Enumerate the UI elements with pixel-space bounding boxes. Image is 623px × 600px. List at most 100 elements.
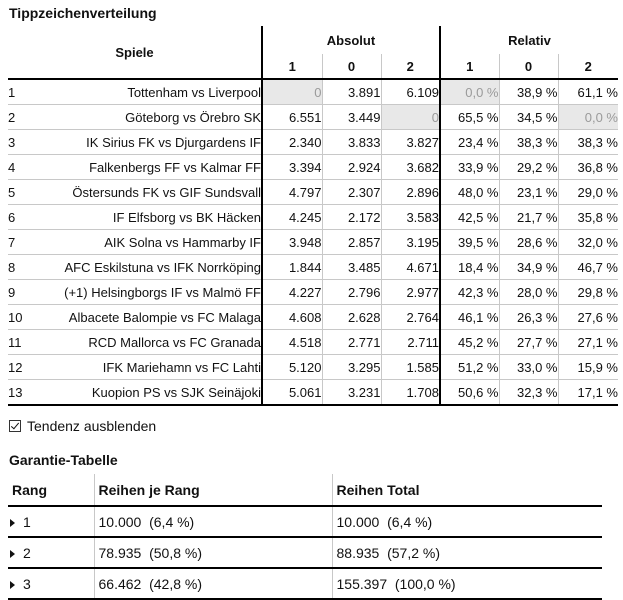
garantie-rank[interactable]: 1 (8, 506, 94, 538)
expand-caret-icon[interactable] (10, 580, 15, 589)
abs-cell: 2.764 (380, 304, 440, 330)
abs-cell: 2.896 (380, 179, 440, 205)
table-row: 9 (+1) Helsingborgs IF vs Malmö FF 4.227 2.… (8, 279, 618, 305)
table-row: 6 IF Elfsborg vs BK Häcken 4.245 2.172 3.583… (8, 204, 618, 230)
row-number: 1 (8, 79, 30, 105)
rel-cell: 27,1 % (557, 329, 618, 355)
row-number: 9 (8, 279, 30, 305)
abs-cell: 6.109 (380, 79, 440, 105)
abs-cell: 2.857 (321, 229, 381, 255)
abs-cell: 3.195 (380, 229, 440, 255)
rel-cell: 29,8 % (557, 279, 618, 305)
abs-cell: 2.172 (321, 204, 381, 230)
rel-cell: 0,0 % (439, 79, 499, 105)
game-name: Tottenham vs Liverpool (30, 79, 262, 105)
game-name: Albacete Balompie vs FC Malaga (30, 304, 262, 330)
rel-cell: 15,9 % (557, 354, 618, 380)
abs-cell: 2.771 (321, 329, 381, 355)
abs-cell: 3.682 (380, 154, 440, 180)
rel-cell: 46,1 % (439, 304, 499, 330)
garantie-header-rang: Rang (8, 474, 94, 507)
garantie-rank-value: 3 (23, 575, 31, 592)
rel-cell: 38,3 % (557, 129, 618, 155)
abs-cell: 6.551 (261, 104, 322, 130)
abs-cell: 4.227 (261, 279, 322, 305)
abs-cell: 3.485 (321, 254, 381, 280)
row-number: 11 (8, 329, 30, 355)
garantie-header-row: Rang Reihen je Rang Reihen Total (8, 474, 602, 507)
garantie-je-rang: 10.000 (6,4 %) (93, 506, 332, 538)
garantie-je-rang: 66.462 (42,8 %) (93, 568, 332, 600)
table-row: 5 Östersunds FK vs GIF Sundsvall 4.797 2.30… (8, 179, 618, 205)
garantie-row[interactable]: 3 66.462 (42,8 %) 155.397 (100,0 %) (8, 568, 602, 600)
row-number: 8 (8, 254, 30, 280)
rel-cell: 45,2 % (439, 329, 499, 355)
tendenz-checkbox[interactable] (9, 420, 21, 432)
row-number: 6 (8, 204, 30, 230)
garantie-header-je-rang: Reihen je Rang (93, 474, 332, 507)
rel-cell: 26,3 % (498, 304, 558, 330)
game-name: Göteborg vs Örebro SK (30, 104, 262, 130)
rel-cell: 33,0 % (498, 354, 558, 380)
abs-cell: 2.924 (321, 154, 381, 180)
abs-cell: 2.796 (321, 279, 381, 305)
game-name: IF Elfsborg vs BK Häcken (30, 204, 262, 230)
rel-cell: 29,0 % (557, 179, 618, 205)
garantie-row[interactable]: 1 10.000 (6,4 %) 10.000 (6,4 %) (8, 506, 602, 538)
abs-cell: 1.844 (261, 254, 322, 280)
abs-cell: 4.671 (380, 254, 440, 280)
rel-cell: 42,3 % (439, 279, 499, 305)
rel-cell: 28,0 % (498, 279, 558, 305)
game-name: Kuopion PS vs SJK Seinäjoki (30, 379, 262, 406)
header-rel-2: 2 (557, 54, 618, 80)
rel-cell: 46,7 % (557, 254, 618, 280)
expand-caret-icon[interactable] (10, 518, 15, 527)
rel-cell: 28,6 % (498, 229, 558, 255)
abs-cell: 4.608 (261, 304, 322, 330)
abs-cell: 1.708 (380, 379, 440, 406)
game-name: AFC Eskilstuna vs IFK Norrköping (30, 254, 262, 280)
table-row: 3 IK Sirius FK vs Djurgardens IF 2.340 3.83… (8, 129, 618, 155)
garantie-row[interactable]: 2 78.935 (50,8 %) 88.935 (57,2 %) (8, 537, 602, 569)
game-name: AIK Solna vs Hammarby IF (30, 229, 262, 255)
abs-cell: 2.711 (380, 329, 440, 355)
header-spiele: Spiele (8, 26, 262, 80)
game-name: IFK Mariehamn vs FC Lahti (30, 354, 262, 380)
game-name: IK Sirius FK vs Djurgardens IF (30, 129, 262, 155)
row-number: 5 (8, 179, 30, 205)
garantie-total: 88.935 (57,2 %) (331, 537, 602, 569)
header-abs-0: 0 (321, 54, 381, 80)
table-row: 8 AFC Eskilstuna vs IFK Norrköping 1.844 3.… (8, 254, 618, 280)
expand-caret-icon[interactable] (10, 549, 15, 558)
rel-cell: 51,2 % (439, 354, 499, 380)
abs-cell: 3.295 (321, 354, 381, 380)
garantie-rank[interactable]: 3 (8, 568, 94, 600)
garantie-rank[interactable]: 2 (8, 537, 94, 569)
rel-cell: 33,9 % (439, 154, 499, 180)
rel-cell: 27,6 % (557, 304, 618, 330)
rel-cell: 39,5 % (439, 229, 499, 255)
table-row: 11 RCD Mallorca vs FC Granada 4.518 2.771 2.… (8, 329, 618, 355)
abs-cell: 4.797 (261, 179, 322, 205)
rel-cell: 17,1 % (557, 379, 618, 406)
tendenz-toggle[interactable]: Tendenz ausblenden (9, 418, 156, 434)
rel-cell: 34,5 % (498, 104, 558, 130)
rel-cell: 65,5 % (439, 104, 499, 130)
rel-cell: 48,0 % (439, 179, 499, 205)
game-name: Östersunds FK vs GIF Sundsvall (30, 179, 262, 205)
header-row-columns: 1 0 2 1 0 2 (8, 54, 618, 80)
rel-cell: 18,4 % (439, 254, 499, 280)
rel-cell: 35,8 % (557, 204, 618, 230)
abs-cell: 2.340 (261, 129, 322, 155)
game-name: (+1) Helsingborgs IF vs Malmö FF (30, 279, 262, 305)
rel-cell: 27,7 % (498, 329, 558, 355)
header-relativ: Relativ (439, 26, 618, 54)
table-row: 1 Tottenham vs Liverpool 0 3.891 6.109 0,0 % 3… (8, 79, 618, 105)
table-row: 4 Falkenbergs FF vs Kalmar FF 3.394 2.924 3.… (8, 154, 618, 180)
row-number: 10 (8, 304, 30, 330)
garantie-rank-value: 2 (23, 544, 31, 561)
header-absolut: Absolut (261, 26, 440, 54)
abs-cell: 4.518 (261, 329, 322, 355)
rel-cell: 34,9 % (498, 254, 558, 280)
table-row: 2 Göteborg vs Örebro SK 6.551 3.449 0 65,5 % 3… (8, 104, 618, 130)
